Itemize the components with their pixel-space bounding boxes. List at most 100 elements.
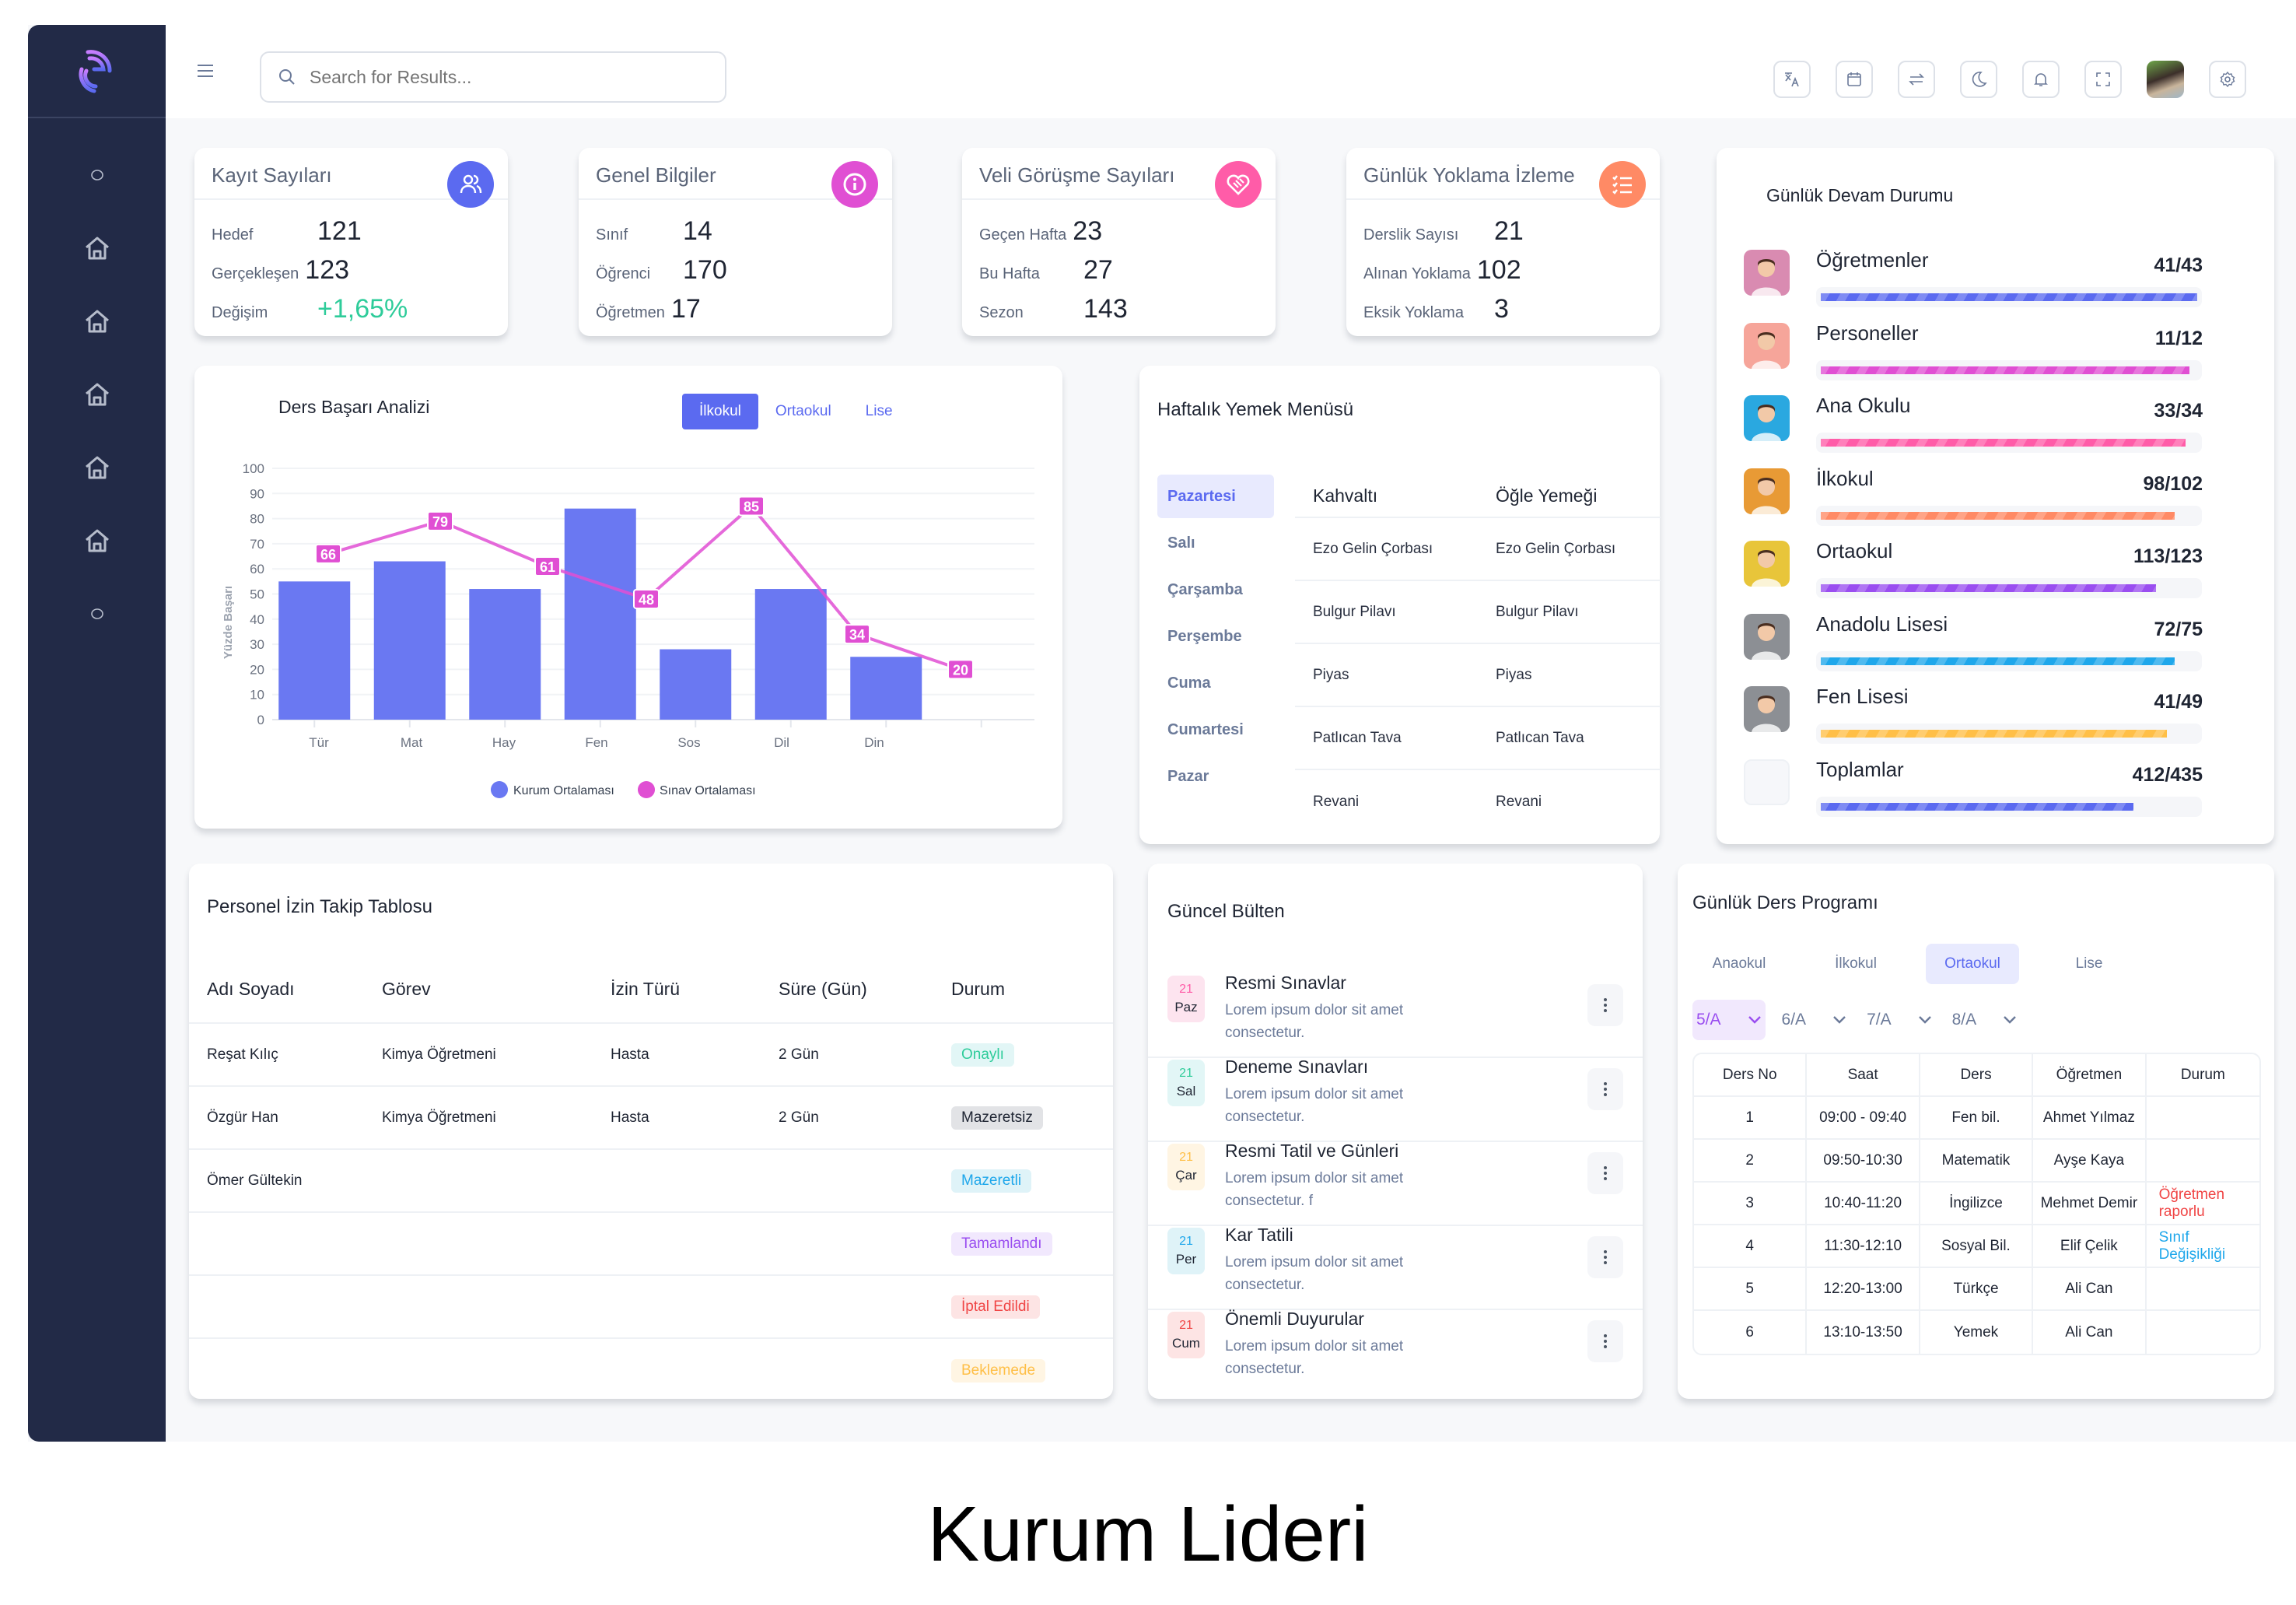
stat-label: Değişim [212,304,268,321]
bulletin-item[interactable]: 21 Sal Deneme Sınavları Lorem ipsum dolor s… [1148,1057,1643,1142]
success-chart: 0 10 20 30 40 50 60 70 80 90 100 Yüzde Başarı Tür Mat… [222,461,1034,798]
chart-tab-2[interactable]: Ortaokul [775,403,831,419]
level-tab-4[interactable]: Lise [2075,955,2103,972]
bulletin-item[interactable]: 21 Paz Resmi Sınavlar Lorem ipsum dolor sit… [1148,972,1643,1058]
svg-text:0: 0 [257,713,264,727]
stat-value: 17 [670,294,701,324]
chart-tab-1[interactable]: İlkokul [682,394,758,429]
leave-row: İptal Edildi [189,1276,1113,1339]
svg-text:Hay: Hay [492,735,516,750]
class-select-3[interactable]: 7/A [1863,1000,1936,1040]
bar [469,589,541,720]
day-tab-7[interactable]: Pazar [1167,767,1209,785]
sidebar-item-2[interactable] [70,223,124,277]
bar [754,589,827,720]
attendance-value: 41/49 [2154,691,2203,713]
day-tab-3[interactable]: Çarşamba [1167,580,1243,598]
chart-tab-3[interactable]: Lise [865,403,893,419]
schedule-row: 5 12:20-13:00 Türkçe Ali Can [1694,1268,2259,1311]
day-tab-5[interactable]: Cuma [1167,674,1211,692]
attendance-value: 41/43 [2154,254,2203,276]
stat-label: Gerçekleşen [212,265,299,282]
menu-column-header: Kahvaltı [1313,485,1378,506]
leave-row: Özgür Han Kimya Öğretmeni Hasta 2 Gün Mazere… [189,1087,1113,1150]
bulletin-item-title: Önemli Duyurular [1225,1309,1364,1329]
notifications-button[interactable] [2022,61,2060,98]
date-badge: 21 Per [1167,1228,1205,1274]
search-input[interactable] [310,66,683,88]
date-day: 21 [1179,1067,1193,1080]
level-tab-2[interactable]: İlkokul [1835,955,1877,972]
avatar [1744,250,1790,296]
sidebar-item-6[interactable] [70,515,124,569]
more-options-button[interactable] [1587,1068,1623,1110]
stat-card-4: Günlük Yoklama İzleme Derslik Sayısı 21 Alı… [1346,148,1660,336]
fullscreen-button[interactable] [2084,61,2122,98]
svg-text:20: 20 [953,662,968,678]
sidebar-item-4[interactable] [70,369,124,423]
bulletin-item[interactable]: 21 Per Kar Tatili Lorem ipsum dolor sit ame… [1148,1225,1643,1310]
bulletin-item[interactable]: 21 Çar Resmi Tatil ve Günleri Lorem ipsum d… [1148,1141,1643,1226]
leave-row: Ömer Gültekin Mazeretli [189,1150,1113,1213]
home-icon [83,527,111,558]
svg-text:Dil: Dil [774,735,789,750]
dark-mode-button[interactable] [1960,61,1997,98]
handshake-heart-icon [1215,161,1262,208]
day-tab-1[interactable]: Pazartesi [1157,475,1274,518]
app-logo[interactable] [28,25,166,118]
home-icon [83,235,111,265]
attendance-row: Toplamlar 412/435 [1744,758,2226,832]
sidebar [28,25,166,1442]
menu-toggle-button[interactable] [194,59,217,82]
stat-label: Derslik Sayısı [1363,226,1459,244]
date-day: 21 [1179,1151,1193,1164]
class-select-2[interactable]: 6/A [1778,1000,1851,1040]
bell-icon [2034,73,2048,86]
leave-column-header: Adı Soyadı [207,978,295,999]
more-options-button[interactable] [1587,984,1623,1026]
sidebar-item-5[interactable] [70,442,124,496]
settings-button[interactable] [2209,61,2246,98]
day-tab-2[interactable]: Salı [1167,534,1195,552]
sidebar-item-3[interactable] [70,296,124,350]
stat-row: Alınan Yoklama 102 [1363,255,1524,294]
bulletin-item[interactable]: 21 Cum Önemli Duyurular Lorem ipsum dolor s… [1148,1309,1643,1394]
leave-cell-name: Reşat Kılıç [207,1046,278,1063]
kebab-icon [1604,998,1607,1012]
sidebar-item-1[interactable] [70,149,124,204]
svg-text:20: 20 [250,662,264,677]
calendar-button[interactable] [1836,61,1873,98]
stat-row: Gerçekleşen 123 [212,255,408,294]
stat-row: Eksik Yoklama 3 [1363,294,1524,333]
progress-track [1816,433,2202,453]
schedule-row: 4 11:30-12:10 Sosyal Bil. Elif Çelik Sınıf D… [1694,1225,2259,1268]
day-tab-6[interactable]: Cumartesi [1167,720,1244,738]
user-avatar[interactable] [2147,61,2184,98]
progress-track [1816,505,2202,526]
more-options-button[interactable] [1587,1236,1623,1278]
leave-cell-name: Ömer Gültekin [207,1172,303,1189]
menu-row: Bulgur Pilavı Bulgur Pilavı [1295,581,1661,644]
progress-bar [1821,802,2133,811]
day-tab-4[interactable]: Perşembe [1167,627,1242,645]
level-tab-3[interactable]: Ortaokul [1926,944,2019,984]
more-options-button[interactable] [1587,1152,1623,1194]
schedule-table: Ders No Saat Ders Öğretmen Durum 1 09:00 - 09:… [1692,1053,2261,1355]
schedule-column-header: Ders No [1694,1054,1808,1095]
swap-button[interactable] [1898,61,1935,98]
class-select-4[interactable]: 8/A [1948,1000,2021,1040]
attendance-name: Anadolu Lisesi [1816,612,1948,636]
schedule-column-header: Öğretmen [2033,1054,2147,1095]
class-select-1[interactable]: 5/A [1692,1000,1766,1040]
sidebar-item-7[interactable] [70,588,124,643]
more-options-button[interactable] [1587,1320,1623,1362]
schedule-column-header: Ders [1920,1054,2034,1095]
progress-track [1816,359,2202,380]
sidebar-nav [28,118,166,661]
leave-cell-days: 2 Gün [779,1109,819,1126]
date-day: 21 [1179,1319,1193,1332]
attendance-name: İlkokul [1816,466,1874,490]
language-button[interactable] [1773,61,1811,98]
level-tab-1[interactable]: Anaokul [1712,955,1766,972]
search-box[interactable] [260,51,726,103]
